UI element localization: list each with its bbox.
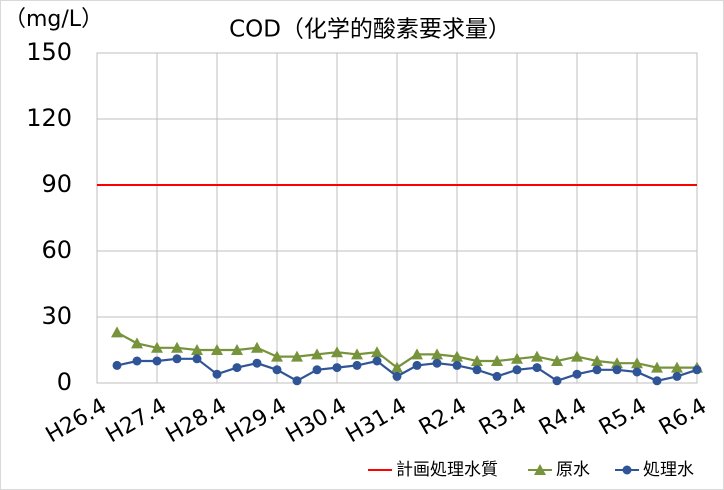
y-tick-label: 60 <box>41 236 72 264</box>
triangle-marker <box>271 350 283 362</box>
triangle-marker <box>391 361 403 373</box>
circle-marker <box>572 369 582 379</box>
triangle-marker <box>511 352 523 364</box>
circle-marker <box>192 354 202 364</box>
triangle-marker <box>111 326 123 338</box>
circle-marker <box>232 363 242 373</box>
triangle-marker <box>431 348 443 360</box>
legend-label: 計画処理水質 <box>396 460 498 480</box>
triangle-marker <box>411 348 423 360</box>
circle-marker <box>672 371 682 381</box>
circle-marker <box>472 365 482 375</box>
circle-marker <box>172 354 182 364</box>
y-tick-label: 0 <box>57 368 72 396</box>
y-tick-label: 30 <box>41 302 72 330</box>
triangle-marker <box>211 344 223 355</box>
triangle-marker <box>611 357 623 369</box>
circle-marker <box>652 376 662 386</box>
triangle-marker <box>671 361 683 373</box>
circle-marker <box>212 369 222 379</box>
triangle-marker <box>371 346 383 358</box>
y-tick-label: 150 <box>26 38 72 66</box>
triangle-marker <box>531 350 543 362</box>
triangle-marker <box>534 464 546 475</box>
circle-marker <box>152 356 162 366</box>
y-axis-title: （mg/L） <box>4 7 103 32</box>
triangle-marker <box>471 355 483 366</box>
triangle-marker <box>311 348 323 360</box>
circle-marker <box>132 356 142 366</box>
triangle-marker <box>151 341 163 353</box>
circle-marker <box>692 365 702 375</box>
circle-marker <box>432 358 442 368</box>
circle-marker <box>372 356 382 366</box>
triangle-marker <box>131 337 143 349</box>
y-tick-label: 90 <box>41 170 72 198</box>
circle-marker <box>532 363 542 373</box>
circle-marker <box>492 371 502 381</box>
circle-marker <box>252 358 262 368</box>
triangle-marker <box>491 355 503 366</box>
circle-marker <box>612 365 622 375</box>
triangle-marker <box>631 357 643 369</box>
legend-label: 原水 <box>556 460 590 480</box>
circle-marker <box>592 365 602 375</box>
triangle-marker <box>571 350 583 362</box>
chart-title: COD（化学的酸素要求量） <box>229 17 511 43</box>
triangle-marker <box>591 355 603 366</box>
circle-marker <box>312 365 322 375</box>
triangle-marker <box>351 348 363 360</box>
circle-marker <box>552 376 562 386</box>
triangle-marker <box>171 341 183 353</box>
triangle-marker <box>551 355 563 366</box>
circle-marker <box>292 376 302 386</box>
circle-marker <box>392 371 402 381</box>
circle-marker <box>512 365 522 375</box>
circle-marker <box>622 465 632 475</box>
circle-marker <box>452 360 462 370</box>
triangle-marker <box>191 344 203 355</box>
triangle-marker <box>291 350 303 362</box>
triangle-marker <box>251 341 263 353</box>
triangle-marker <box>331 346 343 358</box>
circle-marker <box>112 360 122 370</box>
series <box>112 354 702 386</box>
circle-marker <box>332 363 342 373</box>
circle-marker <box>352 360 362 370</box>
y-tick-label: 120 <box>26 104 72 132</box>
triangle-marker <box>651 361 663 373</box>
triangle-marker <box>451 350 463 362</box>
circle-marker <box>412 360 422 370</box>
triangle-marker <box>231 344 243 355</box>
legend-label: 処理水 <box>643 460 694 480</box>
circle-marker <box>632 367 642 377</box>
circle-marker <box>272 365 282 375</box>
